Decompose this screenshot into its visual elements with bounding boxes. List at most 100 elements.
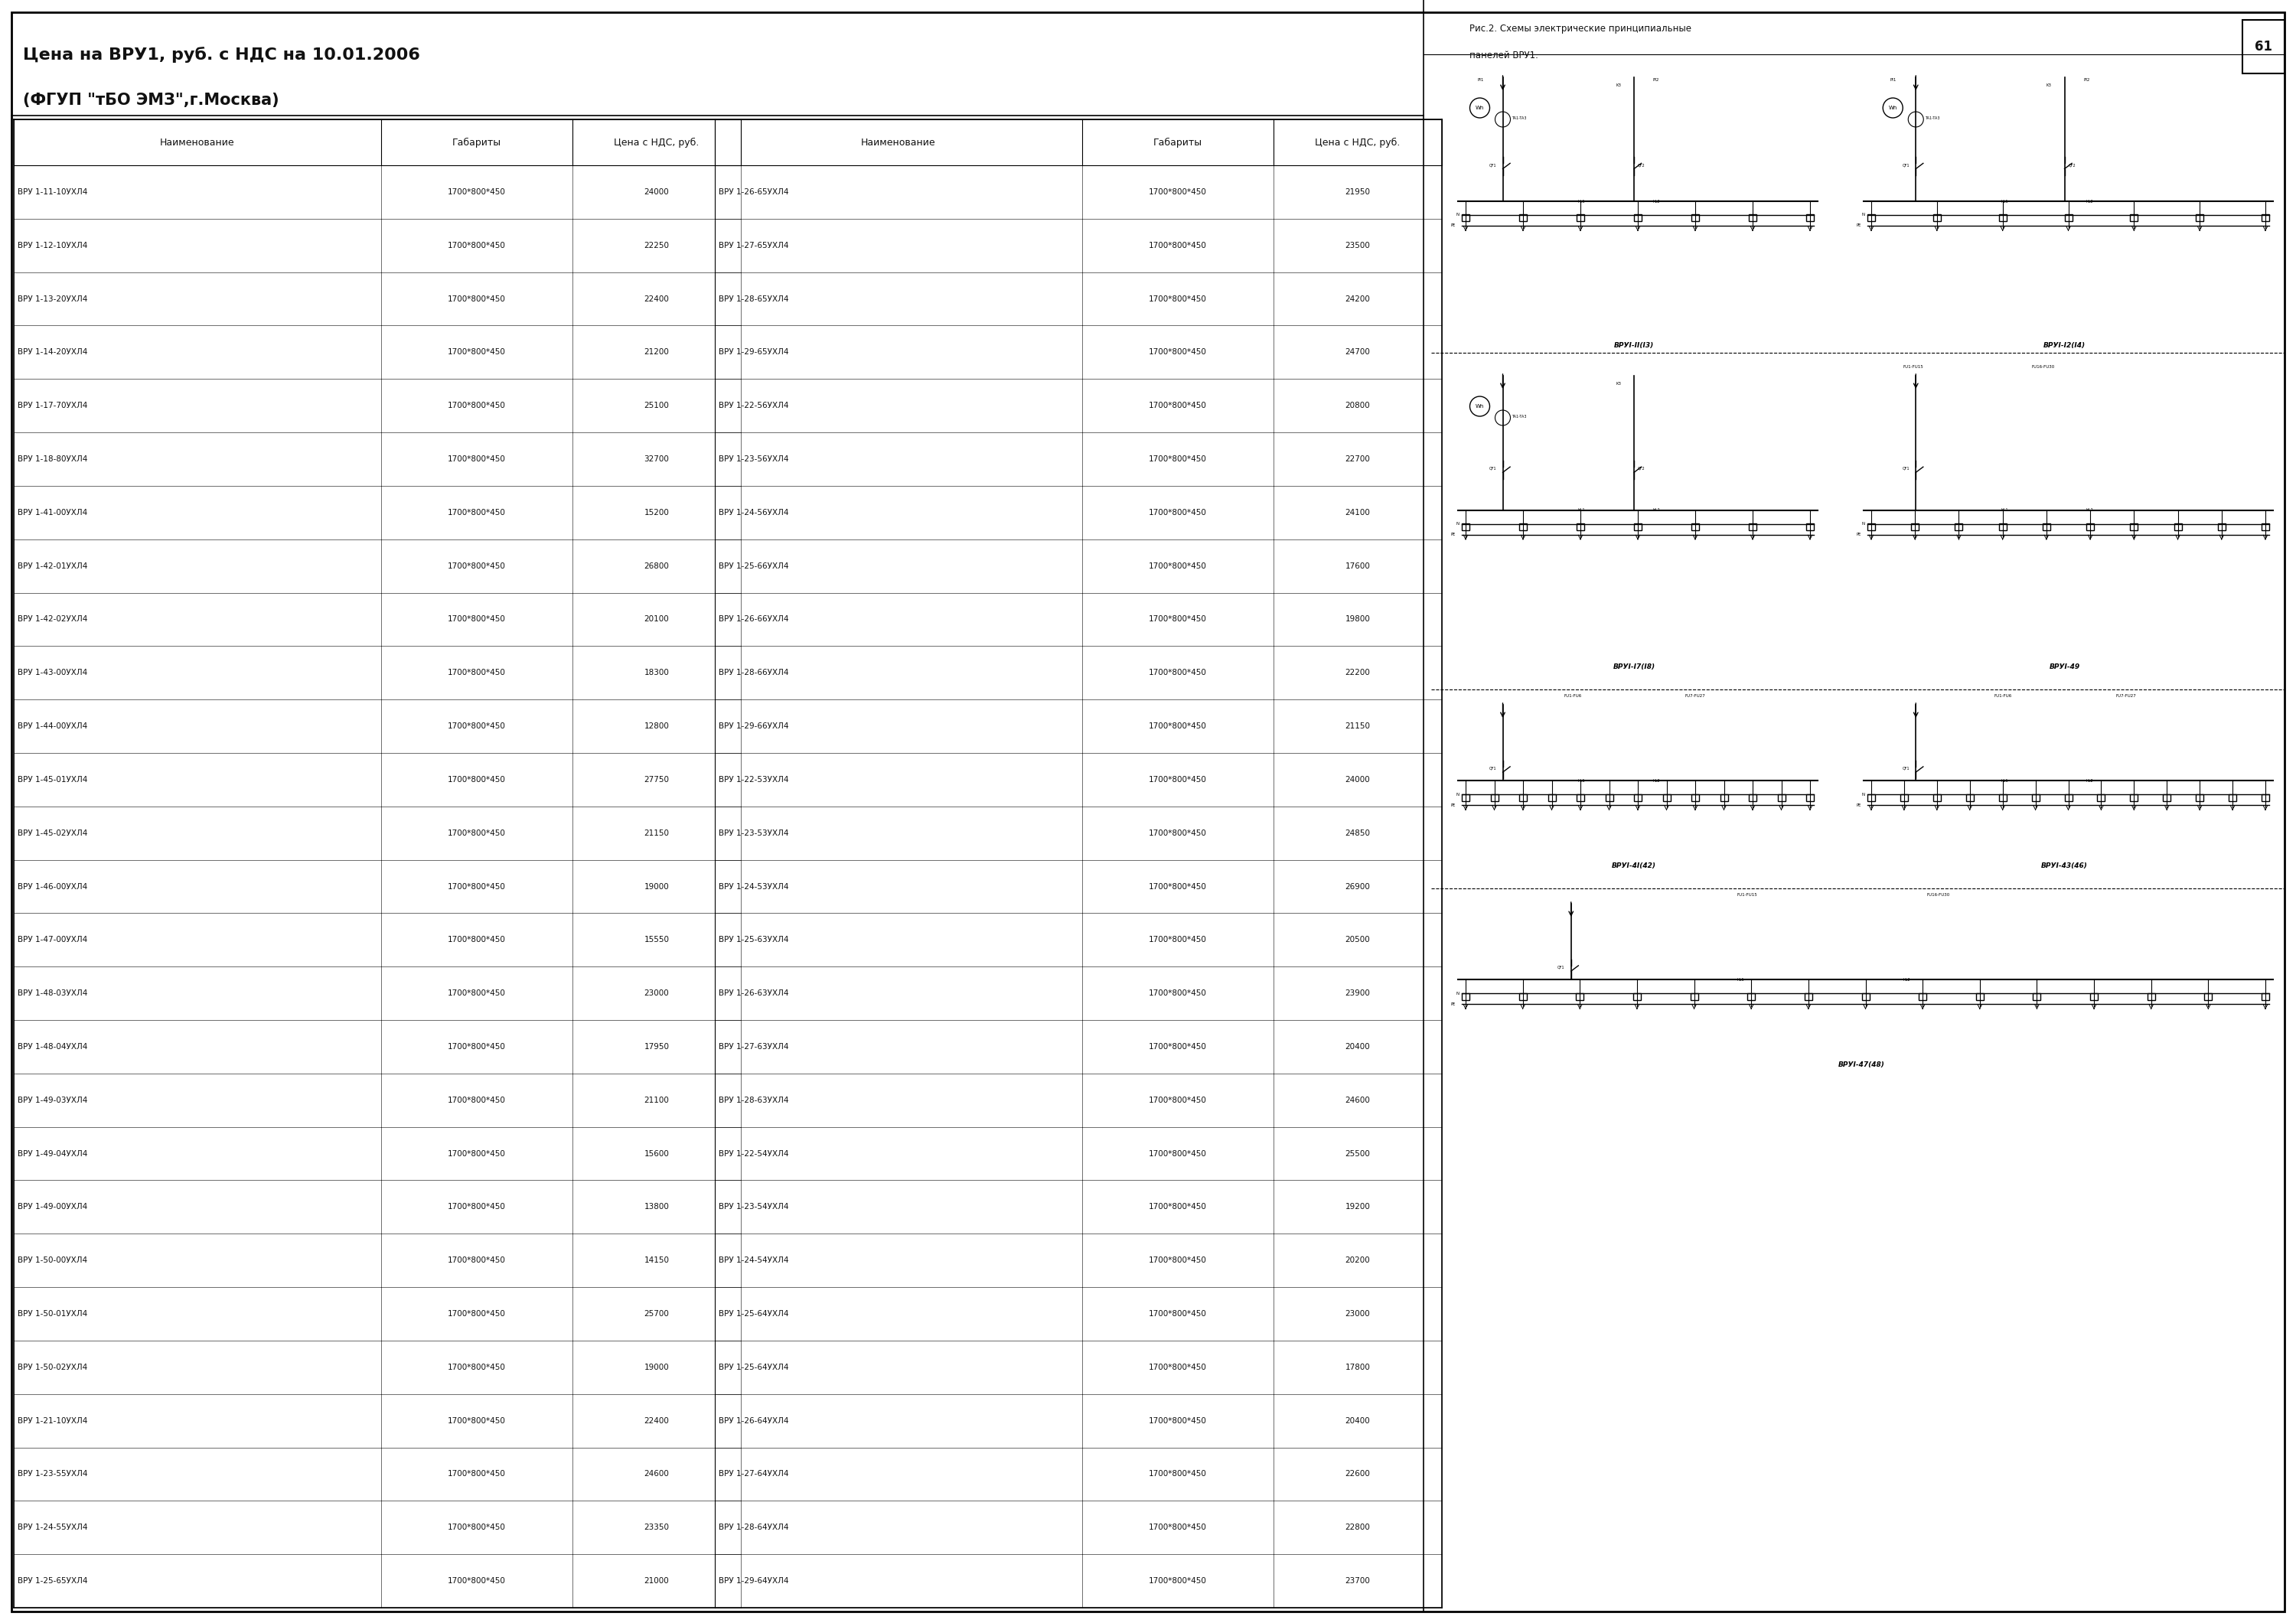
Bar <box>1807 214 1814 221</box>
Text: 1700*800*450: 1700*800*450 <box>448 1203 505 1211</box>
Bar <box>2064 214 2071 221</box>
Text: 1700*800*450: 1700*800*450 <box>448 1363 505 1371</box>
Text: ВРУ 1-17-70УХЛ4: ВРУ 1-17-70УХЛ4 <box>18 403 87 409</box>
Text: ВРУ 1-29-65УХЛ4: ВРУ 1-29-65УХЛ4 <box>719 349 790 355</box>
Text: 17600: 17600 <box>1345 562 1371 570</box>
Text: ВРУI-49: ВРУI-49 <box>2048 664 2080 670</box>
Text: 1700*800*450: 1700*800*450 <box>448 1149 505 1157</box>
Bar <box>1605 794 1612 800</box>
Bar <box>1463 214 1469 221</box>
Text: 1700*800*450: 1700*800*450 <box>448 456 505 463</box>
Text: 1700*800*450: 1700*800*450 <box>448 1044 505 1050</box>
Text: HL2: HL2 <box>2085 508 2094 513</box>
Bar <box>2195 794 2204 800</box>
Text: 1700*800*450: 1700*800*450 <box>448 403 505 409</box>
Bar <box>2262 523 2268 531</box>
Text: 15200: 15200 <box>645 508 668 516</box>
Bar <box>1720 794 1729 800</box>
Text: ВРУ 1-25-64УХЛ4: ВРУ 1-25-64УХЛ4 <box>719 1310 790 1318</box>
Text: 1700*800*450: 1700*800*450 <box>1148 615 1208 623</box>
Bar <box>2000 794 2007 800</box>
Text: ВРУI-43(46): ВРУI-43(46) <box>2041 862 2087 870</box>
Text: ВРУ 1-26-64УХЛ4: ВРУ 1-26-64УХЛ4 <box>719 1417 790 1425</box>
Text: ВРУ 1-27-65УХЛ4: ВРУ 1-27-65УХЛ4 <box>719 242 790 250</box>
Text: QF1: QF1 <box>1490 162 1497 167</box>
Bar <box>1867 794 1876 800</box>
Text: ВРУ 1-42-01УХЛ4: ВРУ 1-42-01УХЛ4 <box>18 562 87 570</box>
Bar <box>1910 523 1919 531</box>
Bar <box>1919 993 1926 1000</box>
Text: FU7-FU27: FU7-FU27 <box>2115 695 2135 698</box>
Bar <box>2131 523 2138 531</box>
Text: 26800: 26800 <box>645 562 668 570</box>
Bar <box>1965 794 1975 800</box>
Text: 1700*800*450: 1700*800*450 <box>448 669 505 677</box>
Text: 20500: 20500 <box>1345 936 1371 943</box>
Text: 1700*800*450: 1700*800*450 <box>1148 403 1208 409</box>
Text: TA1-TA3: TA1-TA3 <box>1924 117 1940 120</box>
Bar <box>1750 214 1756 221</box>
Text: 23350: 23350 <box>643 1524 670 1532</box>
Text: 25500: 25500 <box>1345 1149 1371 1157</box>
Bar <box>1867 523 1876 531</box>
Text: 18300: 18300 <box>645 669 668 677</box>
Text: QF1: QF1 <box>1901 162 1910 167</box>
Text: 1700*800*450: 1700*800*450 <box>1148 1524 1208 1532</box>
Bar <box>1807 794 1814 800</box>
Text: ВРУ 1-18-80УХЛ4: ВРУ 1-18-80УХЛ4 <box>18 456 87 463</box>
Bar <box>1490 794 1499 800</box>
Bar <box>1747 993 1754 1000</box>
Text: 24850: 24850 <box>1345 829 1371 837</box>
Text: 24600: 24600 <box>645 1470 668 1479</box>
Text: ВРУ 1-24-53УХЛ4: ВРУ 1-24-53УХЛ4 <box>719 883 790 891</box>
Text: 22700: 22700 <box>1345 456 1371 463</box>
Text: 21200: 21200 <box>645 349 668 355</box>
Text: 1700*800*450: 1700*800*450 <box>1148 722 1208 730</box>
Bar <box>2032 993 2041 1000</box>
Bar <box>1635 794 1642 800</box>
Bar <box>1901 794 1908 800</box>
Text: 22400: 22400 <box>645 295 668 302</box>
Text: HL1: HL1 <box>1577 779 1584 782</box>
Text: 1700*800*450: 1700*800*450 <box>448 1578 505 1584</box>
Text: ВРУ 1-45-01УХЛ4: ВРУ 1-45-01УХЛ4 <box>18 776 87 784</box>
Text: 26900: 26900 <box>1345 883 1371 891</box>
Text: QF1: QF1 <box>1901 766 1910 771</box>
Text: 1700*800*450: 1700*800*450 <box>1148 295 1208 302</box>
Text: ВРУ 1-50-01УХЛ4: ВРУ 1-50-01УХЛ4 <box>18 1310 87 1318</box>
Text: Габариты: Габариты <box>1153 138 1203 148</box>
Bar <box>2032 794 2039 800</box>
Circle shape <box>1469 396 1490 415</box>
Text: 20200: 20200 <box>1345 1256 1371 1264</box>
Text: HL1: HL1 <box>2000 508 2009 513</box>
Text: ВРУ 1-47-00УХЛ4: ВРУ 1-47-00УХЛ4 <box>18 936 87 943</box>
Text: PI1: PI1 <box>1890 78 1896 81</box>
Bar <box>2195 214 2204 221</box>
Text: ВРУ 1-24-56УХЛ4: ВРУ 1-24-56УХЛ4 <box>719 508 790 516</box>
Bar <box>1867 214 1876 221</box>
Text: 24100: 24100 <box>1345 508 1371 516</box>
Text: ВРУ 1-49-03УХЛ4: ВРУ 1-49-03УХЛ4 <box>18 1097 87 1104</box>
Bar <box>1463 794 1469 800</box>
Text: 12800: 12800 <box>645 722 668 730</box>
Text: 61: 61 <box>2255 41 2273 54</box>
Bar <box>2174 523 2181 531</box>
Text: ВРУI-4I(42): ВРУI-4I(42) <box>1612 862 1655 870</box>
Text: 20400: 20400 <box>1345 1044 1371 1050</box>
Circle shape <box>1495 112 1511 127</box>
Circle shape <box>1495 411 1511 425</box>
Circle shape <box>1908 112 1924 127</box>
Text: HL2: HL2 <box>2085 200 2094 203</box>
Text: ВРУ 1-24-54УХЛ4: ВРУ 1-24-54УХЛ4 <box>719 1256 790 1264</box>
Text: 23500: 23500 <box>1345 242 1371 250</box>
Bar <box>2089 993 2099 1000</box>
Text: 22400: 22400 <box>645 1417 668 1425</box>
Text: N: N <box>1862 213 1864 217</box>
Text: HL1: HL1 <box>1577 508 1584 513</box>
Bar <box>1463 523 1469 531</box>
Text: HL2: HL2 <box>2085 779 2094 782</box>
Text: 20100: 20100 <box>645 615 668 623</box>
Bar <box>1577 523 1584 531</box>
Bar <box>1548 794 1557 800</box>
Text: Рис.2. Схемы электрические принципиальные: Рис.2. Схемы электрические принципиальны… <box>1469 24 1692 34</box>
